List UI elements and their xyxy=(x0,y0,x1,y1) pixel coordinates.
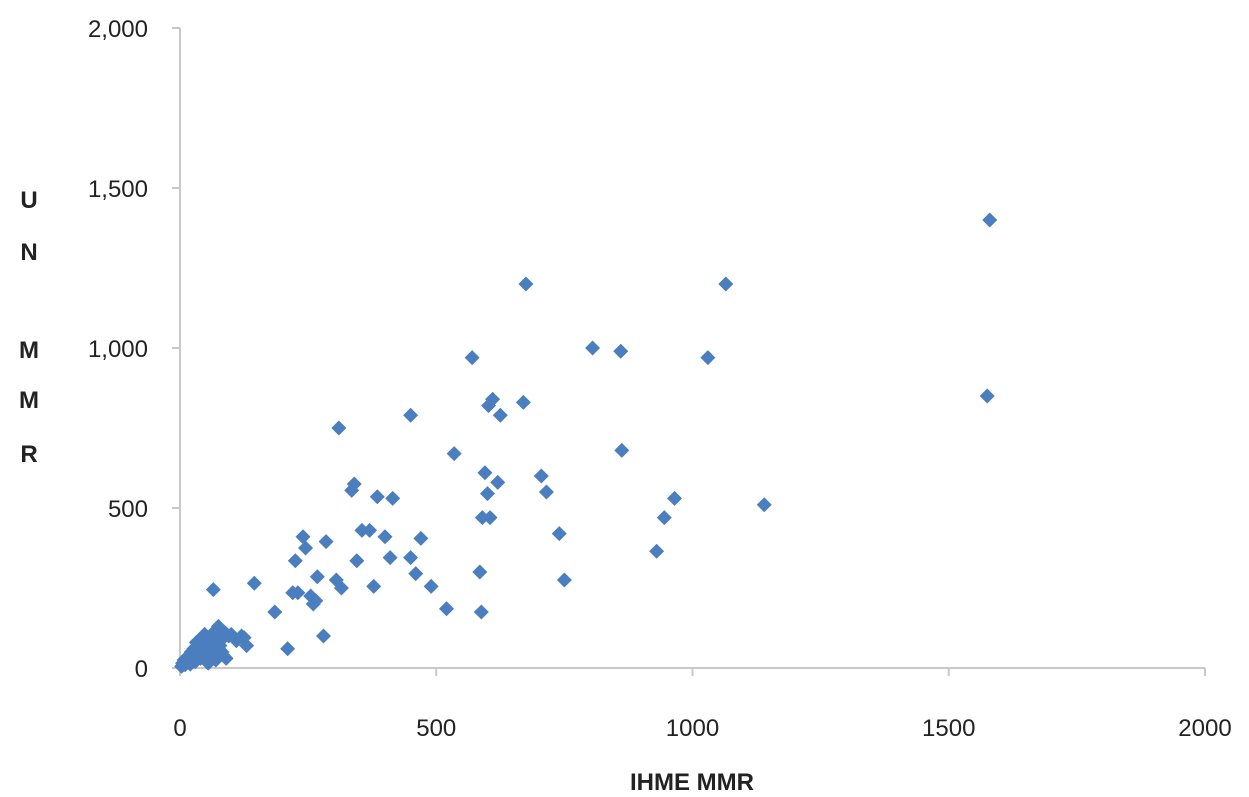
x-tick-label: 1000 xyxy=(666,715,719,742)
data-point xyxy=(551,526,567,542)
data-point xyxy=(287,553,303,569)
data-point xyxy=(354,522,370,538)
data-point xyxy=(464,350,480,366)
data-point xyxy=(290,585,306,601)
data-point xyxy=(316,628,331,644)
y-axis-title-letter: M xyxy=(19,337,39,364)
data-point xyxy=(667,490,683,506)
data-point xyxy=(585,340,601,356)
x-tick-label: 1500 xyxy=(922,715,975,742)
data-point xyxy=(979,388,995,404)
data-point xyxy=(477,465,493,481)
data-point xyxy=(295,529,311,545)
data-point xyxy=(246,575,262,591)
data-point xyxy=(298,540,314,556)
data-point xyxy=(538,484,554,500)
data-point xyxy=(267,604,283,620)
y-tick-label: 0 xyxy=(135,656,148,683)
data-point xyxy=(403,407,419,423)
y-tick-label: 1,000 xyxy=(88,336,148,363)
data-point xyxy=(613,343,629,359)
data-point xyxy=(377,529,393,545)
data-point xyxy=(490,474,506,490)
data-point xyxy=(556,572,572,588)
data-point xyxy=(482,510,498,526)
data-point xyxy=(446,446,462,462)
data-point xyxy=(649,543,665,559)
data-point xyxy=(346,476,362,492)
data-point xyxy=(369,489,385,505)
data-point xyxy=(385,490,401,506)
data-point xyxy=(474,510,490,526)
x-tick-label: 2000 xyxy=(1178,715,1231,742)
data-point xyxy=(366,578,382,594)
data-point xyxy=(756,497,772,513)
data-point xyxy=(318,534,334,550)
data-point xyxy=(518,276,534,292)
data-point xyxy=(408,566,424,582)
data-point xyxy=(309,569,325,585)
data-point xyxy=(239,638,255,654)
data-point xyxy=(439,601,454,617)
data-point xyxy=(492,407,508,423)
y-axis-title-letter: U xyxy=(20,187,37,214)
data-point xyxy=(533,468,549,484)
axes xyxy=(179,28,1205,669)
y-axis-title-letter: R xyxy=(20,441,37,468)
data-point xyxy=(349,553,365,569)
y-tick-label: 2,000 xyxy=(88,16,148,43)
data-point xyxy=(480,486,495,502)
data-point xyxy=(473,604,489,620)
data-point xyxy=(362,522,378,538)
x-axis-ticks: 0 500 1000 1500 2000 xyxy=(173,668,1232,742)
data-point xyxy=(515,394,531,410)
y-tick-label: 500 xyxy=(108,496,148,523)
data-point xyxy=(331,420,347,436)
x-tick-label: 0 xyxy=(173,715,186,742)
y-axis-ticks: 0 500 1,000 1,500 2,000 xyxy=(88,16,180,683)
data-point xyxy=(982,212,998,228)
data-point xyxy=(700,350,716,366)
data-point xyxy=(423,578,439,594)
data-point xyxy=(413,530,429,546)
data-point xyxy=(656,510,672,526)
data-point xyxy=(205,582,221,598)
data-point xyxy=(718,276,734,292)
data-point xyxy=(403,550,419,566)
data-points xyxy=(174,212,998,674)
data-point xyxy=(218,650,234,666)
x-axis-title: IHME MMR xyxy=(630,769,754,796)
data-point xyxy=(472,564,488,580)
data-point xyxy=(280,641,296,657)
data-point xyxy=(308,593,324,609)
y-axis-title-letter: M xyxy=(19,387,39,414)
y-axis-title-letter: N xyxy=(20,239,37,266)
data-point xyxy=(333,580,349,596)
data-point xyxy=(485,391,501,407)
data-point xyxy=(382,550,398,566)
x-tick-label: 500 xyxy=(416,715,456,742)
y-tick-label: 1,500 xyxy=(88,176,148,203)
data-point xyxy=(614,442,630,458)
